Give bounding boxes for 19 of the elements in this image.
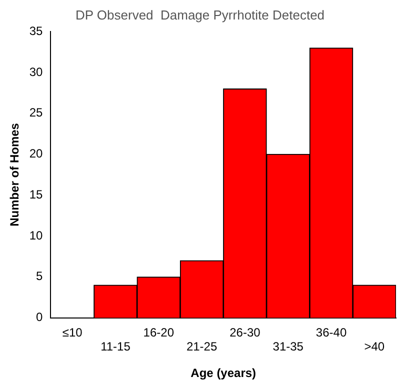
x-tick-label: 21-25	[186, 340, 218, 354]
y-tick-label: 15	[29, 187, 44, 202]
x-tick-label: 11-15	[100, 340, 131, 354]
y-tick-label: 20	[29, 146, 44, 161]
x-tick-label: 36-40	[316, 325, 347, 340]
x-tick-label: >40	[364, 340, 385, 354]
chart-title: DP Observed Damage Pyrrhotite Detected	[75, 7, 325, 22]
x-tick-label: 31-35	[272, 340, 304, 354]
y-tick-label: 30	[29, 64, 44, 79]
y-tick-label: 5	[36, 269, 44, 284]
y-axis-title: Number of Homes	[8, 122, 22, 226]
x-tick-label: 16-20	[143, 325, 174, 340]
y-tick-label: 10	[29, 228, 44, 242]
x-axis-title: Age (years)	[190, 366, 256, 380]
y-tick-label: 0	[36, 310, 44, 324]
y-tick-label: 25	[29, 106, 44, 120]
x-tick-label: 26-30	[230, 325, 261, 340]
x-tick-label: ≤10	[62, 325, 83, 340]
y-tick-label: 35	[29, 24, 44, 38]
